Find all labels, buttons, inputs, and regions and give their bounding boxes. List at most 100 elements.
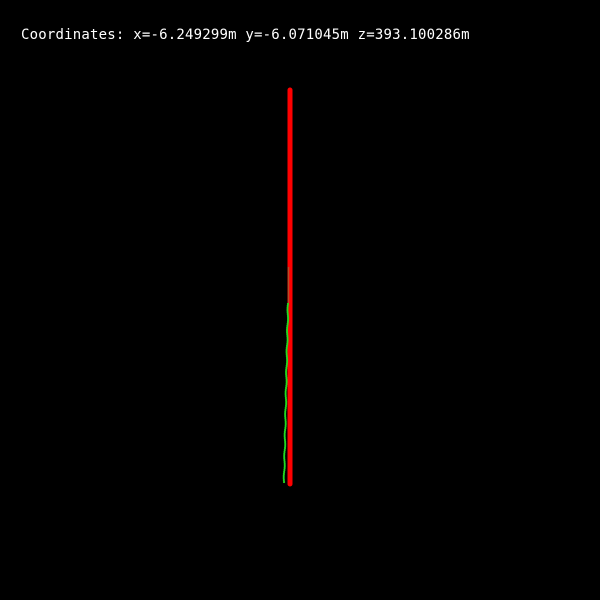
trajectory-dot [285, 378, 288, 382]
trajectory-dot [286, 324, 289, 328]
trajectory-dot [285, 400, 288, 404]
trajectory-dot [284, 394, 287, 398]
trajectory-dot [283, 450, 286, 454]
trajectory-dot [285, 366, 288, 370]
trajectory-dot [283, 436, 286, 440]
coordinates-readout: Coordinates: x=-6.249299m y=-6.071045m z… [21, 26, 470, 44]
trajectory-dot [285, 356, 289, 360]
trajectory-dot [283, 456, 286, 460]
trajectory-dot [283, 468, 286, 472]
trajectory-dot [287, 275, 290, 277]
trajectory-dot [284, 418, 287, 422]
coordinates-label: Coordinates: [21, 27, 125, 43]
trajectory-dot [284, 442, 287, 446]
trajectory-dot [286, 318, 290, 322]
trajectory-dot [286, 326, 289, 330]
trajectory-dot [285, 374, 288, 378]
trajectory-dot [287, 267, 290, 269]
trajectory-dot [284, 370, 288, 374]
trajectory-dot [283, 432, 286, 436]
trajectory-dot [283, 458, 286, 462]
trajectory-dot [287, 279, 290, 281]
trajectory-dot [285, 380, 288, 384]
trajectory-dot [284, 412, 287, 416]
trajectory-dot [287, 277, 290, 279]
trajectory-dot [284, 440, 287, 444]
trajectory-dot [286, 332, 289, 336]
trajectory-dot [283, 430, 286, 434]
trajectory-dot [287, 269, 290, 271]
trajectory-dot [285, 344, 289, 348]
trajectory-dot [282, 480, 286, 484]
green-trajectory-path [282, 302, 290, 484]
trajectory-dot [286, 358, 289, 362]
trajectory-dot [283, 466, 286, 470]
trajectory-dot [283, 470, 286, 474]
trajectory-dot [285, 348, 288, 352]
trajectory-dot [283, 460, 286, 464]
trajectory-dot [286, 338, 289, 342]
trajectory-dot [286, 336, 289, 340]
trajectory-dot [286, 306, 289, 310]
trajectory-dot [286, 340, 289, 344]
trajectory-dot [287, 297, 290, 299]
trajectory-dot [284, 444, 287, 448]
trajectory-dot [287, 271, 290, 273]
trajectory-dot [284, 386, 288, 390]
trajectory-dot [287, 281, 290, 283]
trajectory-dot [284, 390, 287, 394]
trajectory-dot [284, 420, 287, 424]
trajectory-dot [285, 384, 288, 388]
trajectory-dot [286, 342, 289, 346]
trajectory-dot [283, 462, 286, 466]
trajectory-dot [285, 352, 288, 356]
trajectory-dot [283, 446, 287, 450]
trajectory-dot [287, 291, 290, 293]
trajectory-dot [284, 408, 287, 412]
trajectory-dot [287, 299, 290, 301]
trajectory-dot [284, 424, 287, 428]
trajectory-dot [284, 422, 287, 426]
trajectory-dot [285, 364, 288, 368]
trajectory-dot [287, 287, 290, 289]
coordinate-y: y=-6.071045m [245, 27, 349, 43]
coordinate-z: z=393.100286m [357, 27, 470, 43]
trajectory-dot [286, 308, 289, 312]
trajectory-dot [283, 448, 286, 452]
trajectory-dot [283, 464, 286, 468]
trajectory-dot [287, 283, 290, 285]
trajectory-dot [285, 382, 288, 386]
trajectory-dot [283, 438, 287, 442]
trajectory-dot [285, 368, 288, 372]
trajectory-dot [287, 289, 290, 291]
trajectory-dot [284, 404, 288, 408]
trajectory-dot [286, 322, 289, 326]
trajectory-dot [287, 285, 290, 287]
trajectory-dot [286, 310, 289, 314]
trajectory-dot [284, 410, 287, 414]
trajectory-dot [286, 320, 289, 324]
trajectory-dot [286, 304, 289, 308]
trajectory-dot [285, 376, 288, 380]
trajectory-dot [284, 406, 287, 410]
trajectory-dot [286, 334, 289, 338]
trajectory-dot [282, 472, 285, 476]
trajectory-dot [287, 293, 290, 295]
trajectory-dot [284, 392, 287, 396]
trajectory-dot [285, 402, 288, 406]
trajectory-dot [285, 362, 289, 366]
trajectory-dot [282, 478, 285, 482]
trajectory-dot [282, 476, 285, 480]
trajectory-dot [285, 346, 288, 350]
trajectory-dot [284, 388, 287, 392]
trajectory-dot [285, 328, 289, 332]
trajectory-dot [285, 350, 288, 354]
trajectory-dot [287, 273, 290, 275]
trajectory-dot [285, 330, 289, 334]
trajectory-dot [284, 426, 287, 430]
trajectory-dot [285, 360, 289, 364]
trajectory-dot [283, 454, 286, 458]
trajectory-dot [285, 372, 288, 376]
